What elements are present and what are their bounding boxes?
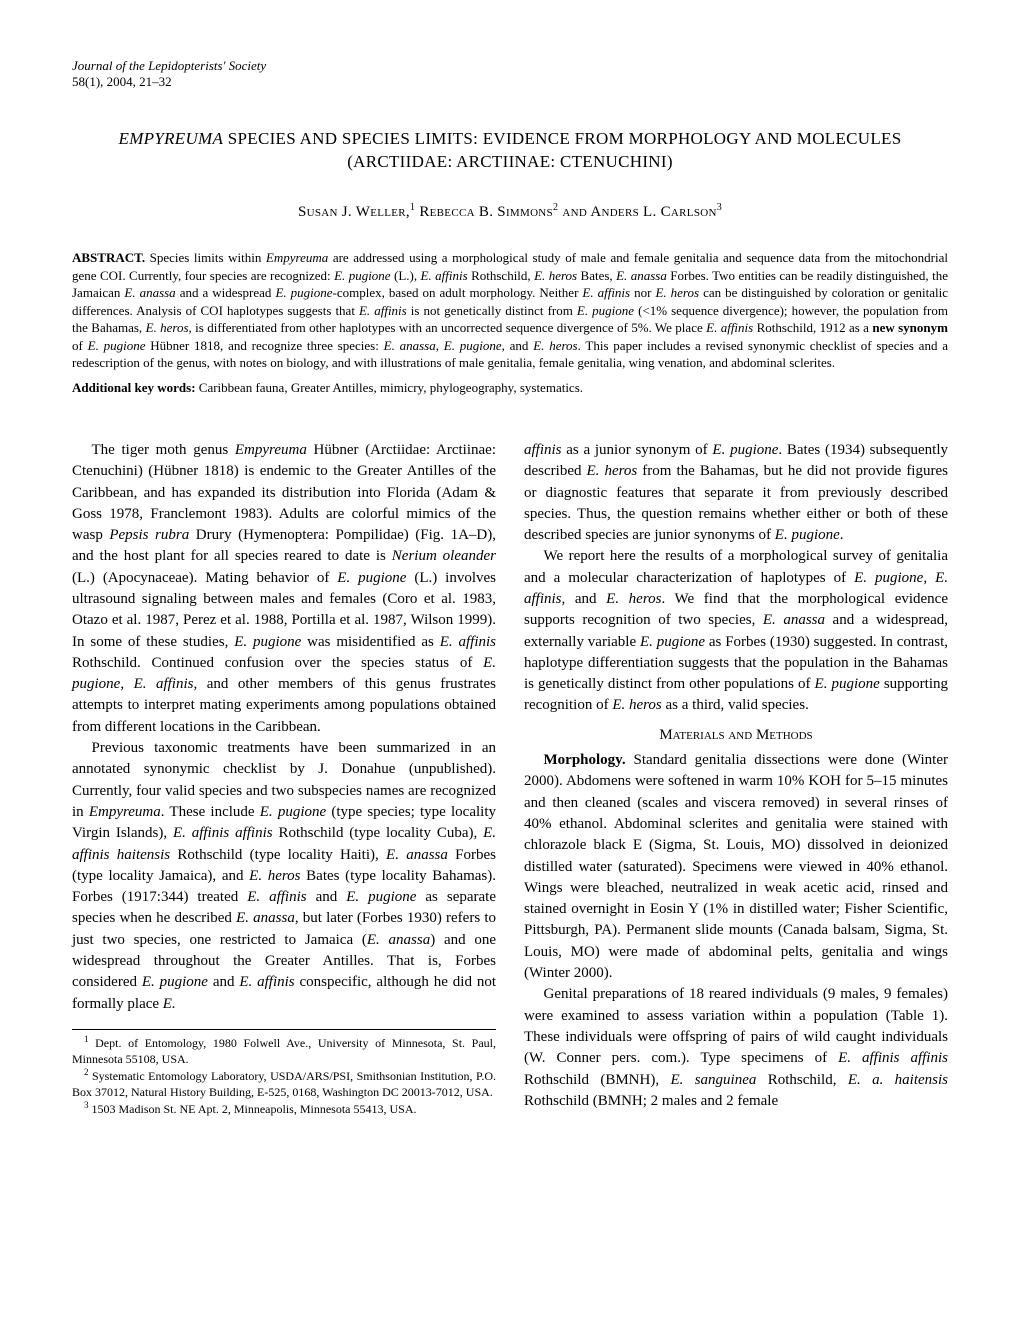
footnote-3: 3 1503 Madison St. NE Apt. 2, Minneapoli… xyxy=(72,1100,496,1118)
right-p2: We report here the results of a morpholo… xyxy=(524,546,948,716)
left-column: The tiger moth genus Empyreuma Hübner (A… xyxy=(72,440,496,1118)
author-3: Anders L. Carlson xyxy=(590,204,716,220)
page: Journal of the Lepidopterists' Society 5… xyxy=(0,0,1020,1168)
keywords-text: Caribbean fauna, Greater Antilles, mimic… xyxy=(196,380,583,395)
author-3-sup: 3 xyxy=(717,202,722,213)
right-p1: affinis as a junior synonym of E. pugion… xyxy=(524,440,948,546)
keywords-label: Additional key words: xyxy=(72,380,196,395)
author-2-sup: 2 xyxy=(553,202,558,213)
title-rest: SPECIES AND SPECIES LIMITS: EVIDENCE FRO… xyxy=(223,129,901,172)
right-p4: Genital preparations of 18 reared indivi… xyxy=(524,984,948,1112)
journal-issue: 58(1), 2004, 21–32 xyxy=(72,74,948,90)
journal-header: Journal of the Lepidopterists' Society 5… xyxy=(72,58,948,91)
abstract-text: Species limits within Empyreuma are addr… xyxy=(72,250,948,370)
authors-and: and xyxy=(562,204,590,220)
section-materials-methods: Materials and Methods xyxy=(524,725,948,746)
author-1-sup: 1 xyxy=(410,202,415,213)
left-p1: The tiger moth genus Empyreuma Hübner (A… xyxy=(72,440,496,738)
authors: Susan J. Weller,1 Rebecca B. Simmons2 an… xyxy=(72,202,948,221)
journal-name: Journal of the Lepidopterists' Society xyxy=(72,58,948,74)
article-title: EMPYREUMA SPECIES AND SPECIES LIMITS: EV… xyxy=(72,127,948,175)
right-column: affinis as a junior synonym of E. pugion… xyxy=(524,440,948,1118)
footnote-2: 2 Systematic Entomology Laboratory, USDA… xyxy=(72,1067,496,1100)
right-p3: Morphology. Standard genitalia dissectio… xyxy=(524,750,948,984)
author-1: Susan J. Weller, xyxy=(298,204,410,220)
body-columns: The tiger moth genus Empyreuma Hübner (A… xyxy=(72,440,948,1118)
title-genus: EMPYREUMA xyxy=(119,129,224,148)
keywords: Additional key words: Caribbean fauna, G… xyxy=(72,380,948,396)
left-p2: Previous taxonomic treatments have been … xyxy=(72,738,496,1015)
abstract-label: ABSTRACT. xyxy=(72,250,145,265)
author-2: Rebecca B. Simmons xyxy=(419,204,553,220)
abstract: ABSTRACT. Species limits within Empyreum… xyxy=(72,249,948,372)
footnote-1: 1 Dept. of Entomology, 1980 Folwell Ave.… xyxy=(72,1034,496,1067)
footnotes: 1 Dept. of Entomology, 1980 Folwell Ave.… xyxy=(72,1029,496,1118)
